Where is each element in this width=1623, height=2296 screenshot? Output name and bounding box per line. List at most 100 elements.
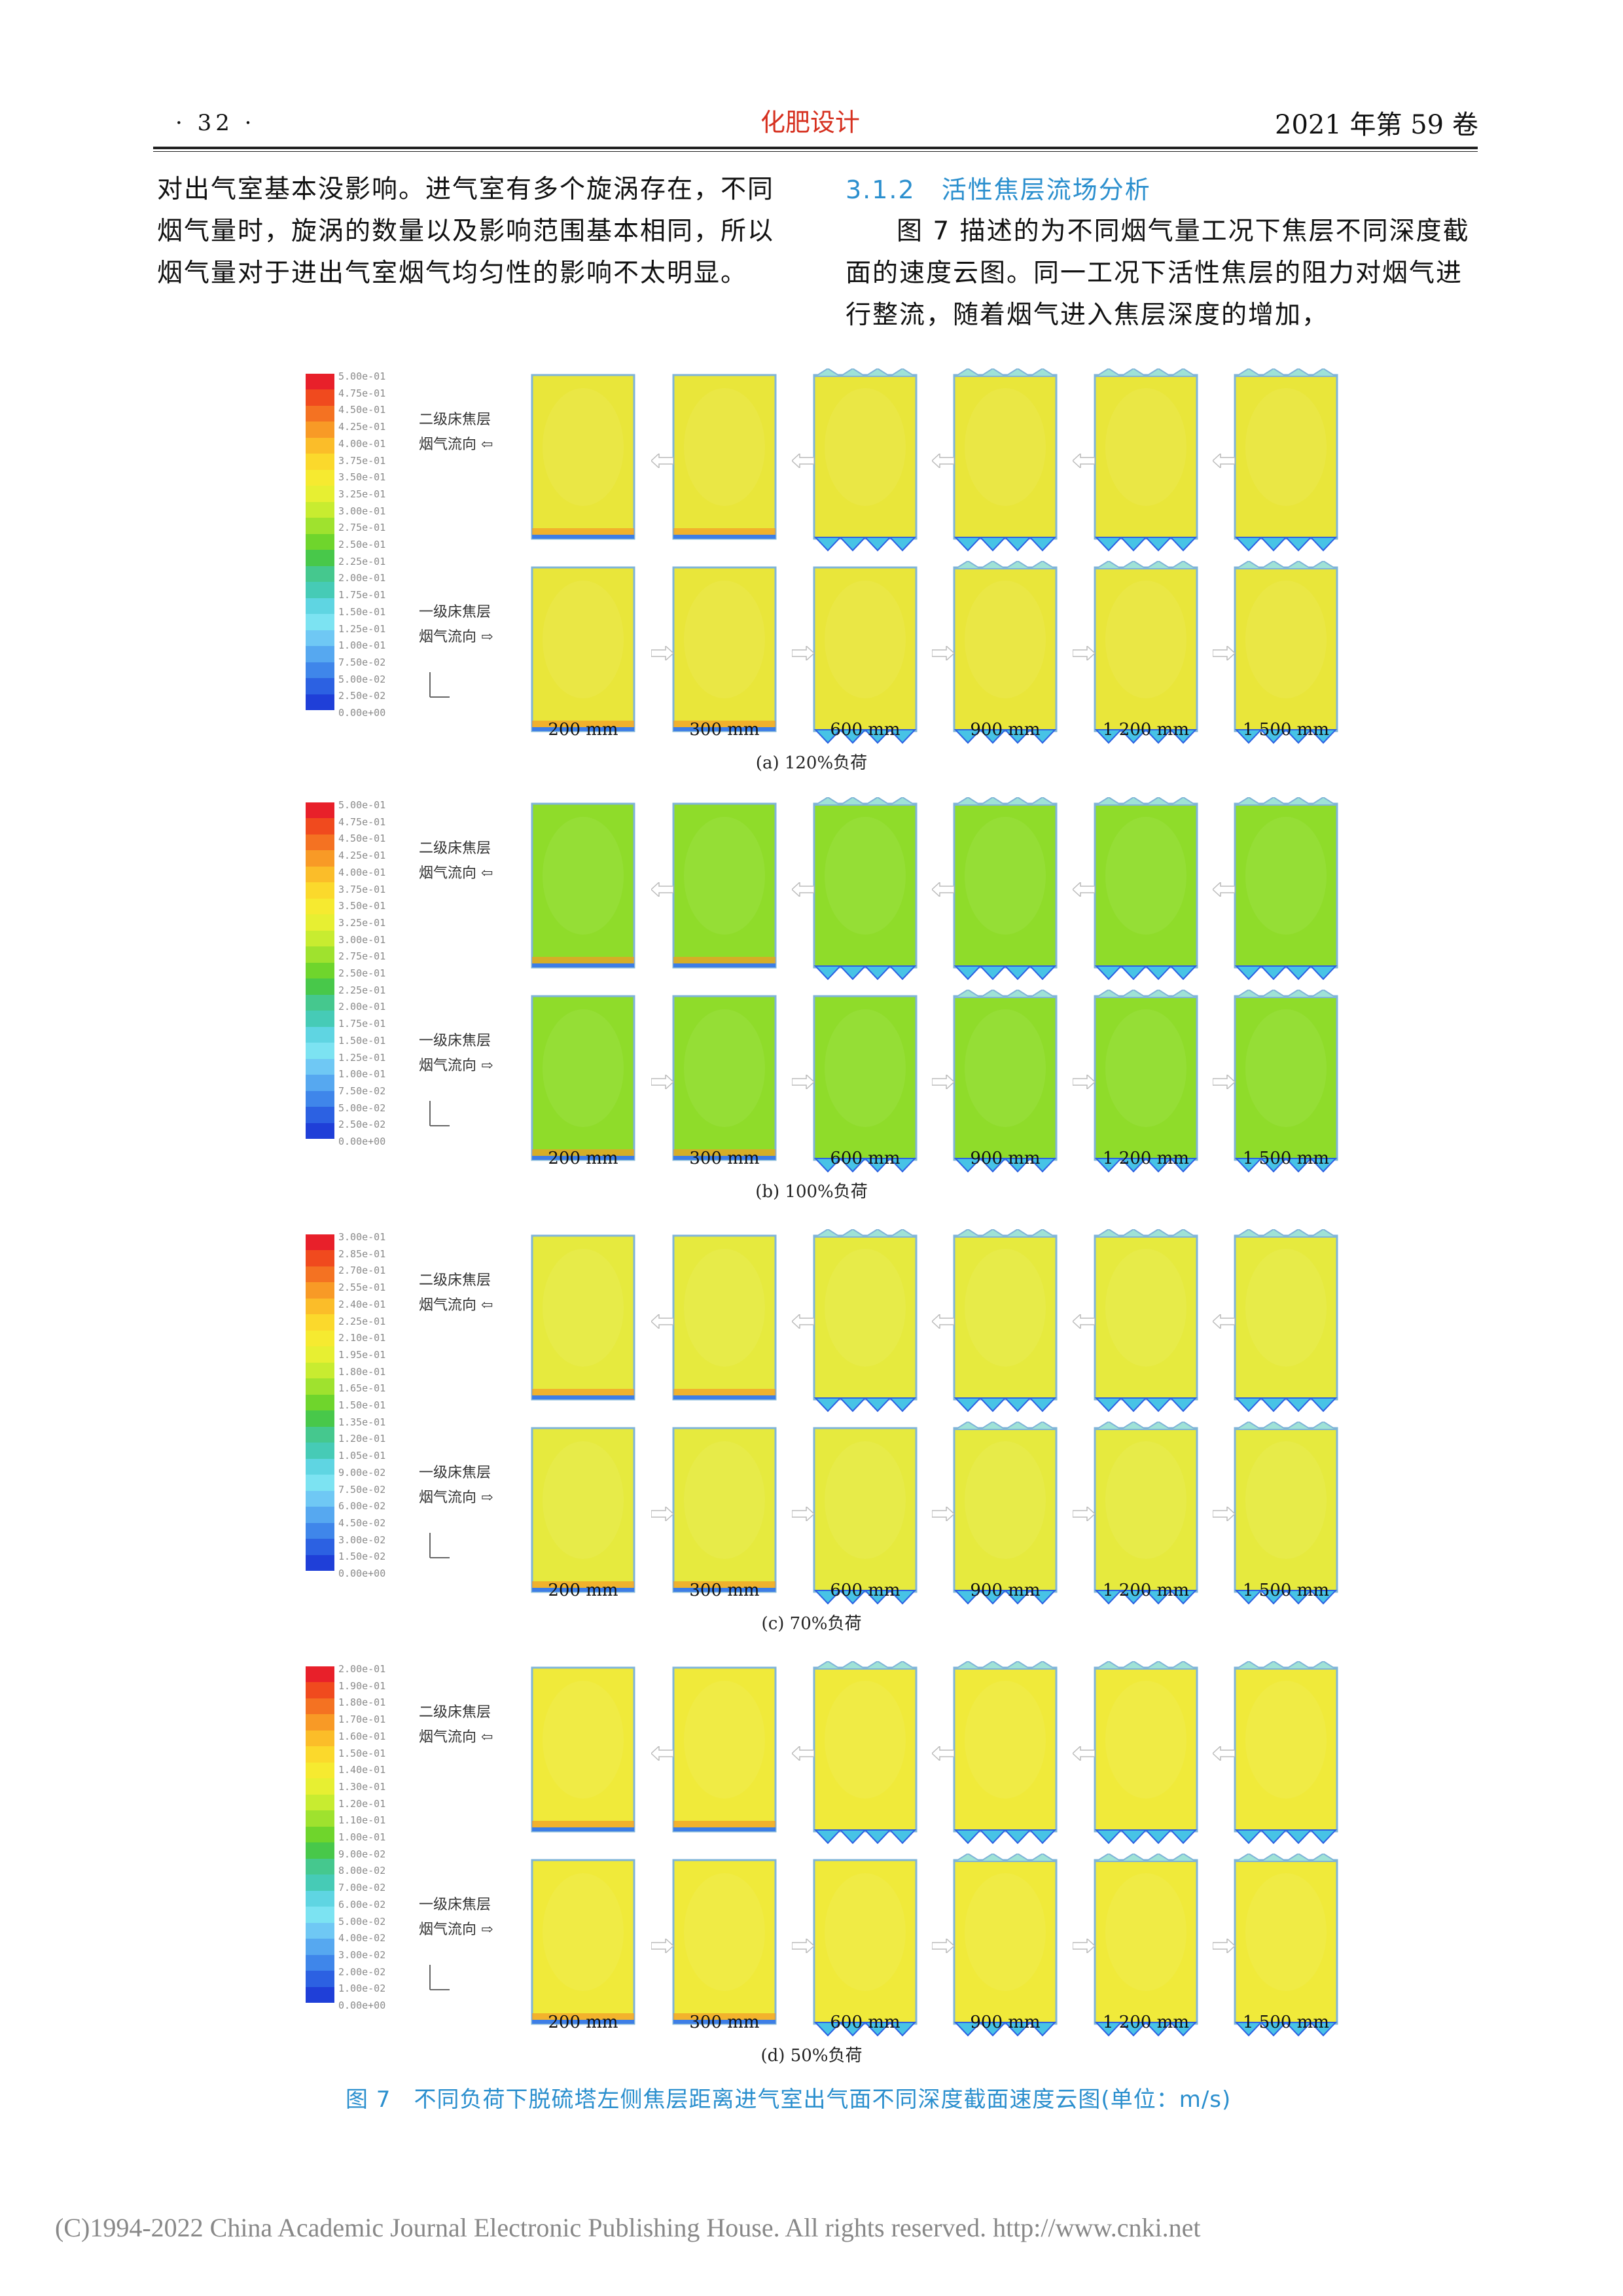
velocity-contour-cell	[672, 566, 777, 732]
contour-panel: 2.00e-01 1.90e-01 1.80e-01 1.70e-01 1.60e-01…	[298, 1649, 1338, 2068]
flow-arrow-right-icon	[792, 1939, 814, 1953]
legend-swatch	[306, 501, 334, 518]
flow-arrow-left-icon	[932, 1746, 954, 1761]
legend-tick-label: 4.50e-01	[338, 404, 386, 416]
legend-tick-label: 1.00e-01	[338, 1068, 386, 1081]
flow-arrow-left-icon	[792, 1314, 814, 1329]
legend-labels: 5.00e-01 4.75e-01 4.50e-01 4.25e-01 4.00e-01…	[338, 368, 385, 722]
legend-swatch	[306, 930, 334, 947]
flow-arrow-right-icon	[651, 1075, 673, 1089]
flow-arrow-left-icon	[792, 454, 814, 468]
legend-tick-label: 2.70e-01	[338, 1265, 386, 1277]
legend-swatch	[306, 866, 334, 883]
legend-swatch	[306, 898, 334, 915]
legend-swatch	[306, 1746, 334, 1763]
legend-tick-label: 1.20e-01	[338, 1797, 386, 1810]
legend-swatch	[306, 1443, 334, 1460]
depth-label: 600 mm	[830, 1149, 901, 1168]
legend-swatch	[306, 1939, 334, 1956]
velocity-contour-cell	[1094, 368, 1198, 552]
velocity-contour-cell	[1234, 1422, 1338, 1605]
legend-labels: 5.00e-01 4.75e-01 4.50e-01 4.25e-01 4.00e-01…	[338, 797, 385, 1151]
section-title: 活性焦层流场分析	[941, 175, 1151, 204]
velocity-contour-cell	[953, 1422, 1058, 1605]
legend-swatch	[306, 1890, 334, 1907]
legend-tick-label: 5.00e-01	[338, 799, 386, 811]
flow-arrow-left-icon	[1213, 454, 1235, 468]
legend-labels: 2.00e-01 1.90e-01 1.80e-01 1.70e-01 1.60e-01…	[338, 1661, 385, 2015]
legend-tick-label: 1.75e-01	[338, 589, 386, 601]
legend-swatch	[306, 1554, 334, 1571]
legend-swatch	[306, 1826, 334, 1843]
velocity-contour-cell	[1234, 561, 1338, 744]
legend-swatch	[306, 1794, 334, 1811]
legend-swatch	[306, 1954, 334, 1971]
velocity-contour-cell	[531, 566, 635, 732]
legend-swatch	[306, 1266, 334, 1283]
velocity-contour-cell	[672, 1427, 777, 1593]
flow-arrow-left-icon	[932, 882, 954, 897]
upper-row-label-line1: 二级床焦层	[419, 1704, 491, 1721]
velocity-contour-cell	[531, 1234, 635, 1401]
legend-tick-label: 1.25e-01	[338, 622, 386, 635]
velocity-contour-cell	[1094, 1661, 1198, 1844]
velocity-contour-cell	[672, 1666, 777, 1833]
velocity-contour-cell	[672, 995, 777, 1161]
legend-swatch	[306, 437, 334, 454]
flow-arrow-left-icon	[792, 882, 814, 897]
depth-label: 600 mm	[830, 1581, 901, 1600]
flow-arrow-right-icon	[932, 1507, 954, 1521]
right-column: 3.1.2 活性焦层流场分析 图 7 描述的为不同烟气量工况下焦层不同深度截面的速…	[846, 169, 1480, 336]
flow-arrow-left-icon	[1073, 1314, 1095, 1329]
flow-arrow-left-icon	[651, 882, 673, 897]
legend-tick-label: 5.00e-01	[338, 370, 386, 382]
legend-tick-label: 1.50e-01	[338, 605, 386, 618]
lower-row-label-line1: 一级床焦层	[419, 1465, 491, 1481]
legend-tick-label: 1.75e-01	[338, 1018, 386, 1030]
legend-tick-label: 1.00e-01	[338, 1831, 386, 1844]
legend-swatch	[306, 882, 334, 899]
legend-tick-label: 9.00e-02	[338, 1848, 386, 1860]
upper-row-label-line1: 二级床焦层	[419, 412, 491, 428]
legend-tick-label: 4.00e-02	[338, 1932, 386, 1945]
flow-arrow-right-icon	[651, 1507, 673, 1521]
flow-arrow-right-icon	[792, 1507, 814, 1521]
lower-row-label-line2: 烟气流向 ⇨	[419, 1922, 493, 1938]
legend-tick-label: 3.00e-01	[338, 1231, 386, 1243]
legend-tick-label: 1.10e-01	[338, 1814, 386, 1827]
depth-label: 300 mm	[689, 1581, 760, 1600]
legend-tick-label: 1.50e-01	[338, 1399, 386, 1412]
legend-tick-label: 3.00e-01	[338, 933, 386, 946]
velocity-contour-cell	[531, 802, 635, 969]
legend-tick-label: 2.25e-01	[338, 984, 386, 996]
legend-swatch	[306, 582, 334, 599]
flow-arrow-right-icon	[932, 1075, 954, 1089]
lower-row-label: 一级床焦层 烟气流向 ⇨	[419, 1461, 493, 1511]
contour-panel: 5.00e-01 4.75e-01 4.50e-01 4.25e-01 4.00e-01…	[298, 785, 1338, 1204]
legend-tick-label: 7.50e-02	[338, 1085, 386, 1097]
legend-tick-label: 3.75e-01	[338, 454, 386, 467]
lower-row-label-line1: 一级床焦层	[419, 604, 491, 620]
legend-tick-label: 1.60e-01	[338, 1730, 386, 1742]
velocity-contour-cell	[1234, 1854, 1338, 2037]
right-column-paragraph: 图 7 描述的为不同烟气量工况下焦层不同深度截面的速度云图。同一工况下活性焦层的…	[846, 217, 1470, 330]
upper-row-label-line1: 二级床焦层	[419, 1272, 491, 1289]
contour-panel: 3.00e-01 2.85e-01 2.70e-01 2.55e-01 2.40e-01…	[298, 1217, 1338, 1636]
upper-row-label-line2: 烟气流向 ⇦	[419, 865, 493, 882]
flow-arrow-right-icon	[651, 1939, 673, 1953]
velocity-contour-cell	[672, 374, 777, 540]
legend-tick-label: 3.00e-02	[338, 1534, 386, 1546]
velocity-contour-cell	[1094, 1229, 1198, 1412]
legend-tick-label: 2.75e-01	[338, 950, 386, 963]
legend-tick-label: 1.25e-01	[338, 1051, 386, 1064]
legend-tick-label: 1.80e-01	[338, 1696, 386, 1709]
legend-swatch	[306, 678, 334, 695]
depth-label: 200 mm	[548, 1581, 618, 1600]
legend-swatch	[306, 518, 334, 535]
legend-tick-label: 2.50e-02	[338, 1119, 386, 1131]
legend-tick-label: 6.00e-02	[338, 1500, 386, 1513]
legend-tick-label: 7.00e-02	[338, 1882, 386, 1894]
legend-swatch	[306, 1507, 334, 1524]
legend-swatch	[306, 962, 334, 979]
flow-arrow-right-icon	[1073, 1075, 1095, 1089]
